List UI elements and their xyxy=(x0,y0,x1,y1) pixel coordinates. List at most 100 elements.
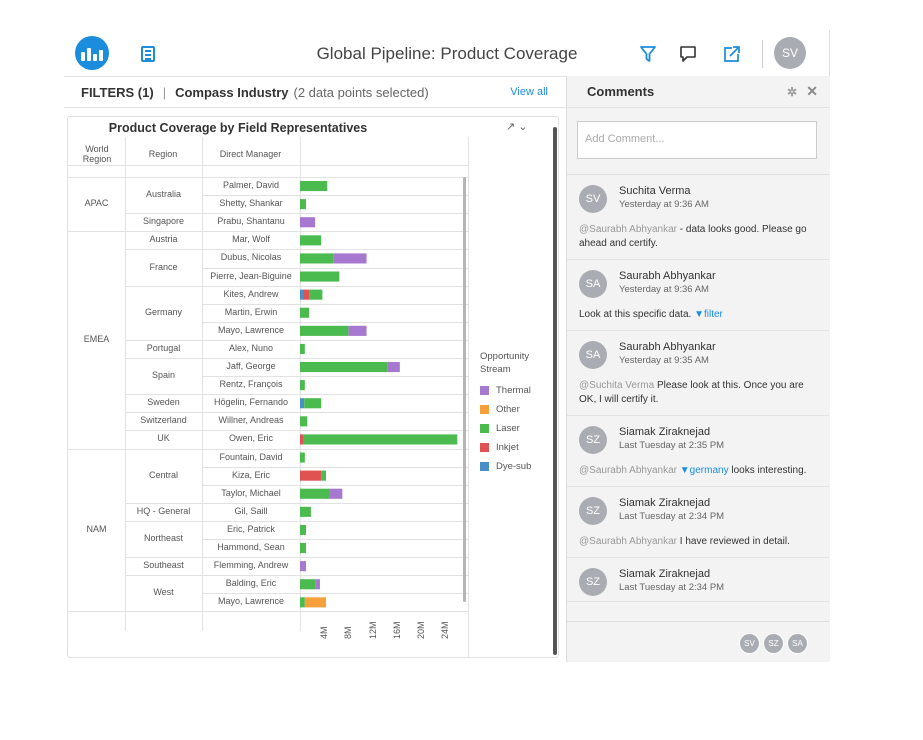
bar-laser[interactable] xyxy=(300,506,311,517)
bar-inkjet[interactable] xyxy=(300,434,304,445)
commenter-name[interactable]: Siamak Ziraknejad xyxy=(619,568,711,580)
legend-swatch xyxy=(480,386,489,395)
legend-item-thermal[interactable]: Thermal xyxy=(480,385,531,396)
world-region-label: NAM xyxy=(86,523,107,534)
bar-laser[interactable] xyxy=(300,325,349,336)
user-avatar[interactable]: SV xyxy=(774,37,806,69)
bar-laser[interactable] xyxy=(300,271,340,282)
filter-name[interactable]: Compass Industry xyxy=(175,84,289,100)
commenter-avatar[interactable]: SV xyxy=(579,185,607,213)
bar-dye-sub[interactable] xyxy=(300,398,305,409)
commenter-name[interactable]: Siamak Ziraknejad xyxy=(619,426,711,438)
comment-body: Look at this specific data. ▼filter xyxy=(579,308,821,322)
commenter-avatar[interactable]: SA xyxy=(579,270,607,298)
participant-avatar[interactable]: SA xyxy=(787,633,808,654)
bar-thermal[interactable] xyxy=(387,362,400,373)
legend-item-inkjet[interactable]: Inkjet xyxy=(480,442,519,453)
manager-label: Rentz, François xyxy=(219,379,283,390)
row-line xyxy=(202,231,468,233)
app-logo-icon[interactable] xyxy=(75,36,109,70)
bar-laser[interactable] xyxy=(304,398,322,409)
legend-item-laser[interactable]: Laser xyxy=(480,423,520,434)
legend-divider xyxy=(468,137,469,657)
bar-laser[interactable] xyxy=(300,452,305,463)
bar-laser[interactable] xyxy=(300,181,328,192)
bar-laser[interactable] xyxy=(300,343,305,354)
comment-link[interactable]: ▼germany xyxy=(679,465,729,476)
bar-laser[interactable] xyxy=(300,488,330,499)
manager-label: Högelin, Fernando xyxy=(213,397,289,408)
row-line xyxy=(202,394,468,396)
comment-mention[interactable]: @Saurabh Abhyankar xyxy=(579,536,677,547)
bar-laser[interactable] xyxy=(303,434,458,445)
bar-laser[interactable] xyxy=(300,380,305,391)
comment-body: @Saurabh Abhyankar I have reviewed in de… xyxy=(579,535,821,549)
bar-laser[interactable] xyxy=(300,235,322,246)
bar-thermal[interactable] xyxy=(329,488,343,499)
bar-dye-sub[interactable] xyxy=(300,289,304,300)
bar-laser[interactable] xyxy=(300,543,307,554)
comment-link[interactable]: ▼filter xyxy=(694,309,723,320)
comment-mention[interactable]: @Saurabh Abhyankar xyxy=(579,465,677,476)
bar-thermal[interactable] xyxy=(333,253,367,264)
commenter-name[interactable]: Saurabh Abhyankar xyxy=(619,270,716,282)
comment-list[interactable]: SV Suchita Verma Yesterday at 9:36 AM @Saur… xyxy=(567,174,829,621)
share-icon[interactable] xyxy=(722,44,742,64)
region-label: Northeast xyxy=(143,533,184,543)
chart-expand-menu-icon[interactable]: ↗ ⌄ xyxy=(506,121,528,133)
filter-icon[interactable] xyxy=(638,44,658,64)
chart-bars xyxy=(300,181,458,608)
region-line xyxy=(125,339,202,341)
commenter-avatar[interactable]: SZ xyxy=(579,568,607,596)
bar-other[interactable] xyxy=(304,597,327,608)
bar-inkjet[interactable] xyxy=(303,289,310,300)
commenter-name[interactable]: Suchita Verma xyxy=(619,185,691,197)
close-icon[interactable]: ✕ xyxy=(806,83,818,99)
bar-laser[interactable] xyxy=(309,289,323,300)
comment-item: SZ Siamak Ziraknejad Last Tuesday at 2:35 … xyxy=(567,416,829,487)
region-header: Region xyxy=(148,149,178,159)
comment-item: SZ Siamak Ziraknejad Last Tuesday at 2:34 … xyxy=(567,487,829,558)
bar-laser[interactable] xyxy=(300,253,334,264)
pin-icon[interactable]: ✲ xyxy=(786,85,797,99)
commenter-avatar[interactable]: SZ xyxy=(579,426,607,454)
bar-laser[interactable] xyxy=(321,470,327,481)
add-comment-input[interactable]: Add Comment... xyxy=(577,121,817,159)
bar-laser[interactable] xyxy=(300,199,307,210)
bar-laser[interactable] xyxy=(300,597,305,608)
comment-mention[interactable]: @Saurabh Abhyankar xyxy=(579,224,677,235)
manager-label: Flemming, Andrew xyxy=(213,560,289,571)
commenter-avatar[interactable]: SZ xyxy=(579,497,607,525)
legend-item-dye-sub[interactable]: Dye-sub xyxy=(480,461,531,472)
comment-mention[interactable]: @Suchita Verma xyxy=(579,380,655,391)
commenter-name[interactable]: Siamak Ziraknejad xyxy=(619,497,711,509)
panel-scrollbar[interactable] xyxy=(553,127,557,655)
bar-thermal[interactable] xyxy=(300,561,307,572)
header-bottom-line xyxy=(68,177,468,178)
manager-header: Direct Manager xyxy=(219,149,282,159)
bar-laser[interactable] xyxy=(300,362,388,373)
bar-thermal[interactable] xyxy=(300,217,316,228)
legend-item-other[interactable]: Other xyxy=(480,404,520,415)
bar-thermal[interactable] xyxy=(315,579,320,590)
bar-inkjet[interactable] xyxy=(300,470,322,481)
bar-laser[interactable] xyxy=(300,416,308,427)
chart-scrollbar[interactable] xyxy=(463,177,466,602)
region-line xyxy=(125,213,202,215)
commenter-name[interactable]: Saurabh Abhyankar xyxy=(619,341,716,353)
filters-count-label[interactable]: FILTERS (1) xyxy=(81,84,154,100)
bar-laser[interactable] xyxy=(300,307,310,318)
commenter-avatar[interactable]: SA xyxy=(579,341,607,369)
participant-avatar[interactable]: SZ xyxy=(763,633,784,654)
row-line xyxy=(202,267,468,269)
app-window: Global Pipeline: Product Coverage SV FIL… xyxy=(64,30,830,662)
comment-icon[interactable] xyxy=(678,44,698,64)
bar-laser[interactable] xyxy=(300,579,316,590)
bar-thermal[interactable] xyxy=(348,325,367,336)
comment-time: Last Tuesday at 2:34 PM xyxy=(619,511,725,522)
bar-laser[interactable] xyxy=(300,524,307,535)
document-list-icon[interactable] xyxy=(141,46,155,62)
participant-avatar[interactable]: SV xyxy=(739,633,760,654)
view-all-link[interactable]: View all xyxy=(510,86,548,98)
region-label: Singapore xyxy=(142,216,185,227)
